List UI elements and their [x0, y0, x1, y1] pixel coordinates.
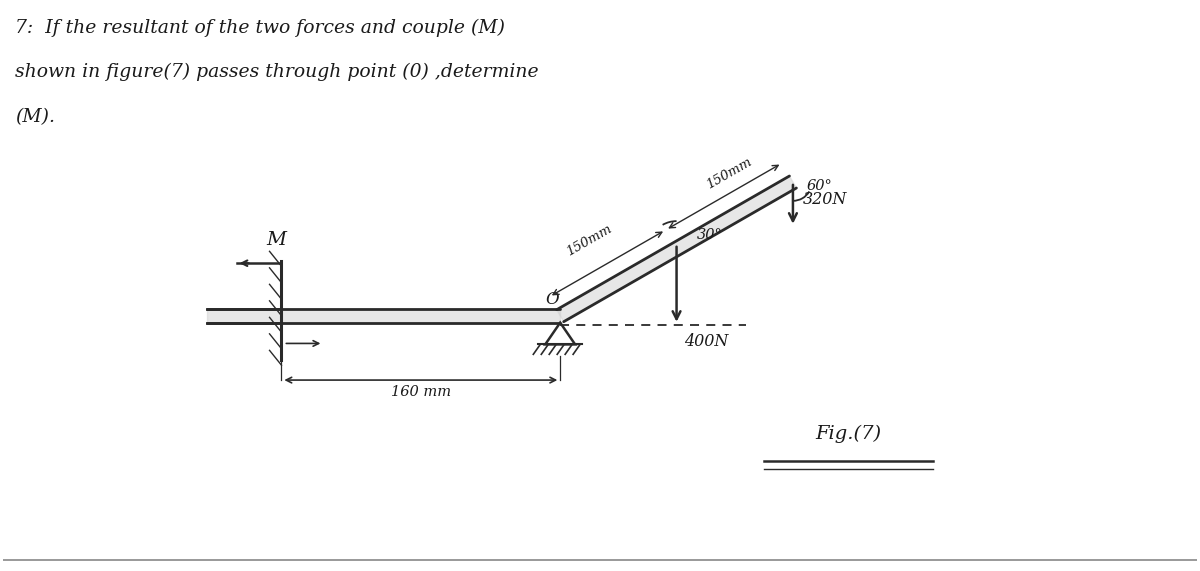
Text: Fig.(7): Fig.(7): [816, 425, 882, 444]
Text: 7:  If the resultant of the two forces and couple (M): 7: If the resultant of the two forces an…: [14, 19, 505, 37]
Text: 400N: 400N: [684, 333, 728, 351]
Text: 150mm: 150mm: [703, 155, 754, 192]
Text: shown in figure(7) passes through point (0) ,determine: shown in figure(7) passes through point …: [14, 63, 539, 82]
Polygon shape: [557, 176, 797, 321]
Text: 320N: 320N: [803, 191, 847, 208]
Text: 30°: 30°: [696, 228, 722, 242]
Text: 160 mm: 160 mm: [391, 385, 451, 399]
Text: O: O: [546, 291, 559, 308]
Text: M: M: [266, 231, 287, 250]
Text: (M).: (M).: [14, 108, 55, 126]
Text: 150mm: 150mm: [564, 222, 614, 259]
Text: 60°: 60°: [806, 179, 833, 193]
